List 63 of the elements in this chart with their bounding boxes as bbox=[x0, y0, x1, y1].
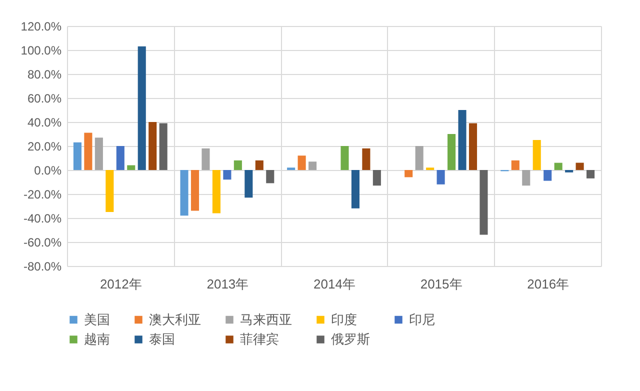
bar bbox=[244, 170, 253, 198]
legend-label: 俄罗斯 bbox=[331, 332, 370, 346]
y-tick-label: 20.0% bbox=[27, 140, 62, 154]
bar bbox=[127, 165, 136, 170]
bar bbox=[362, 148, 370, 170]
y-tick-label: -80.0% bbox=[23, 260, 62, 274]
bar bbox=[298, 156, 306, 170]
legend-label: 印尼 bbox=[409, 312, 435, 327]
y-tick-label: 60.0% bbox=[27, 92, 62, 106]
legend-label: 菲律宾 bbox=[240, 332, 279, 346]
bar bbox=[351, 170, 360, 208]
bar bbox=[106, 170, 114, 212]
x-tick-label: 2012年 bbox=[100, 276, 142, 292]
bar bbox=[372, 170, 381, 186]
bar bbox=[223, 170, 232, 180]
bar bbox=[586, 170, 595, 178]
legend-label: 泰国 bbox=[149, 332, 175, 346]
bar bbox=[159, 123, 168, 170]
bar bbox=[234, 160, 242, 170]
x-tick-label: 2013年 bbox=[206, 276, 249, 292]
bar bbox=[415, 146, 424, 170]
bar bbox=[436, 170, 445, 184]
bar bbox=[84, 132, 92, 170]
bar bbox=[554, 162, 562, 170]
bar bbox=[180, 170, 188, 216]
bar bbox=[116, 146, 124, 170]
y-tick-label: -20.0% bbox=[23, 188, 62, 202]
y-tick-label: 100.0% bbox=[20, 44, 62, 58]
y-tick-label: 120.0% bbox=[20, 20, 62, 34]
bar bbox=[532, 140, 541, 170]
bar bbox=[458, 110, 466, 170]
y-tick-label: 80.0% bbox=[27, 68, 62, 82]
bar bbox=[94, 138, 103, 170]
bar bbox=[340, 146, 349, 170]
x-tick-label: 2016年 bbox=[527, 276, 570, 292]
bar bbox=[511, 160, 520, 170]
x-tick-label: 2014年 bbox=[314, 276, 356, 292]
bar bbox=[148, 122, 157, 170]
legend-label: 越南 bbox=[84, 332, 110, 346]
y-tick-label: 0.0% bbox=[34, 164, 62, 178]
bar bbox=[138, 46, 146, 170]
bar bbox=[522, 170, 530, 186]
bar bbox=[576, 162, 584, 170]
bar bbox=[308, 162, 317, 170]
bar bbox=[255, 160, 264, 170]
legend-label: 马来西亚 bbox=[240, 312, 292, 327]
legend-label: 澳大利亚 bbox=[149, 312, 201, 327]
y-tick-label: -60.0% bbox=[23, 236, 62, 250]
bar bbox=[266, 170, 274, 184]
bar bbox=[404, 170, 413, 178]
bar bbox=[544, 170, 552, 181]
bar bbox=[448, 134, 456, 170]
legend-label: 美国 bbox=[84, 312, 110, 327]
bar bbox=[468, 123, 478, 170]
legend-label: 印度 bbox=[331, 312, 357, 327]
bar bbox=[480, 170, 488, 235]
bar bbox=[190, 170, 200, 211]
bar bbox=[212, 170, 220, 214]
bar bbox=[202, 148, 210, 170]
y-tick-label: 40.0% bbox=[27, 116, 62, 130]
x-tick-label: 2015年 bbox=[420, 276, 462, 292]
bar bbox=[73, 142, 82, 170]
y-tick-label: -40.0% bbox=[23, 212, 62, 226]
